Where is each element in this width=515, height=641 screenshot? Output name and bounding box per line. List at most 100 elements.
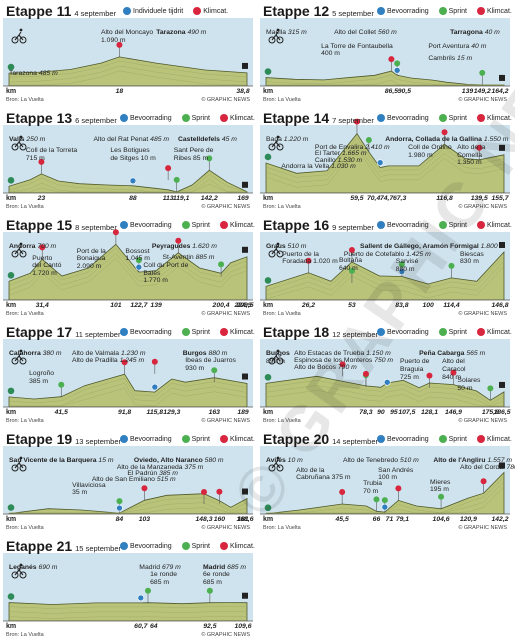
credit-note: © GRAPHIC NEWS <box>201 418 250 424</box>
legend: Bevoorrading Sprint Klimcat. <box>377 114 515 122</box>
elevation-profile <box>8 493 248 515</box>
profile-chart <box>3 2 253 106</box>
km-tick-label: 163 <box>208 409 220 416</box>
cyclist-icon <box>268 349 284 365</box>
km-tick-label: 60,7 <box>134 623 148 630</box>
km-tick-label: 164,2 <box>491 88 509 95</box>
place-name: Alto de la <box>296 466 325 474</box>
km-axis-label: km <box>263 302 274 309</box>
legend-item-sprint: Sprint <box>438 221 472 229</box>
terrain-texture <box>8 252 248 291</box>
legend: Individuele tijdrit Klimcat. <box>123 7 238 15</box>
place-name: San Vicente de la Barquera <box>9 457 97 465</box>
place-elevation: 1.557 m <box>487 457 513 465</box>
legend-label: Klimcat. <box>486 328 512 336</box>
climb-marker-icon <box>305 257 312 264</box>
footer-band <box>260 407 510 427</box>
place-label: San Vicente de la Barquera 15 m <box>9 457 114 465</box>
km-tick-label: 104,6 <box>432 516 450 523</box>
place-name: El Tarter <box>314 150 341 158</box>
climb-legend-icon <box>476 435 485 443</box>
place-elevation: 35 m <box>72 489 88 497</box>
cyclist-icon <box>268 28 284 44</box>
place-elevation: 1.245 m <box>119 357 145 364</box>
profile-chart <box>260 2 510 106</box>
sprint-marker-icon <box>206 155 213 162</box>
sprint-legend-icon <box>181 221 190 229</box>
footer-band <box>260 193 510 213</box>
stage-date: 13 september <box>75 437 122 446</box>
profile-chart <box>260 430 510 534</box>
cyclist-icon <box>11 242 27 258</box>
cyclist-icon <box>11 135 27 151</box>
km-tick-label: 78,3 <box>359 409 373 416</box>
place-elevation: 890 m <box>266 357 285 365</box>
legend-label: Sprint <box>448 435 467 443</box>
legend-item-sprint: Sprint <box>181 542 215 550</box>
stage-date: 8 september <box>75 223 117 232</box>
legend-item-climb: Klimcat. <box>476 7 515 15</box>
place-elevation: 1.530 m <box>337 156 363 164</box>
bonus-legend-icon <box>120 221 128 229</box>
place-elevation: Comella <box>457 151 482 159</box>
km-axis-label: km <box>263 409 274 416</box>
footer-band <box>3 407 253 427</box>
stage-header: Etappe 16 9 september <box>263 217 374 235</box>
km-tick-label: 109,6 <box>234 623 252 630</box>
stage-panel: Etappe 15 8 september Bevoorrading Sprint Kl… <box>3 216 255 320</box>
profile-chart <box>3 430 253 534</box>
source-note: Bron: La Vuelta <box>6 204 44 210</box>
start-marker-icon <box>7 593 15 600</box>
terrain-texture <box>265 385 505 407</box>
legend-label: Klimcat. <box>486 114 512 122</box>
km-tick-label: 74,7 <box>379 195 394 202</box>
legend: Bevoorrading Sprint Klimcat. <box>120 435 265 443</box>
legend-item-sprint: Sprint <box>438 114 472 122</box>
km-tick-label: 88 <box>129 195 137 202</box>
km-tick-label: 18 <box>115 88 124 95</box>
place-label: Logroño 385 m <box>29 370 54 385</box>
place-label: Mieres 195 m <box>430 479 450 494</box>
km-tick-label: 83,8 <box>395 302 409 309</box>
place-name: Boltaña <box>338 257 363 265</box>
legend-label: Bevoorrading <box>130 114 172 122</box>
place-name: Leganés <box>9 564 37 572</box>
climb-marker-icon <box>353 118 360 125</box>
km-tick-label: 90,5 <box>397 88 411 95</box>
profile-chart <box>3 109 253 213</box>
place-label: Alto del Cordal 780 m <box>460 464 515 472</box>
place-elevation: 1.770 m <box>143 277 168 285</box>
place-elevation: 790 m <box>337 363 357 371</box>
legend-item-bonus: Bevoorrading <box>377 221 434 229</box>
place-name: Avilés <box>266 457 286 465</box>
climb-legend-icon <box>476 328 485 336</box>
place-elevation: 1.720 m <box>32 269 57 277</box>
climb-legend-icon <box>476 114 485 122</box>
stage-title: Etappe 15 <box>6 217 73 233</box>
place-elevation: 830 m <box>460 258 479 266</box>
km-tick-label: 53 <box>348 302 356 309</box>
legend-label: Sprint <box>448 7 467 15</box>
place-name: Alto del Moncayo <box>101 29 154 37</box>
climb-marker-icon <box>38 158 45 165</box>
km-tick-label: 181 <box>237 516 249 523</box>
legend-label: Bevoorrading <box>130 435 172 443</box>
legend-label: Klimcat. <box>229 542 255 550</box>
place-name: Tarazona <box>156 29 186 37</box>
km-tick-label: 139 <box>150 302 162 309</box>
km-tick-label: 116,8 <box>436 195 453 202</box>
legend: Bevoorrading Sprint Klimcat. <box>377 328 515 336</box>
stage-panel: Etappe 11 4 september Individuele tijdrit K… <box>3 2 253 106</box>
stage-header: Etappe 13 6 september <box>6 110 117 128</box>
km-tick-label: 200,4 <box>212 302 230 309</box>
place-elevation: 880 m <box>208 350 228 358</box>
sprint-marker-icon <box>448 262 455 269</box>
header-band <box>260 216 510 232</box>
source-note: Bron: La Vuelta <box>6 418 44 424</box>
place-label: Alto del Moncayo 1.090 m <box>101 29 153 44</box>
climb-marker-icon <box>151 358 158 365</box>
legend-item-climb: Klimcat. <box>476 114 515 122</box>
legend: Bevoorrading Sprint Klimcat. <box>120 542 265 550</box>
start-marker-icon <box>7 272 15 279</box>
place-label: Alto de Pradilla 1.245 m <box>72 357 144 365</box>
